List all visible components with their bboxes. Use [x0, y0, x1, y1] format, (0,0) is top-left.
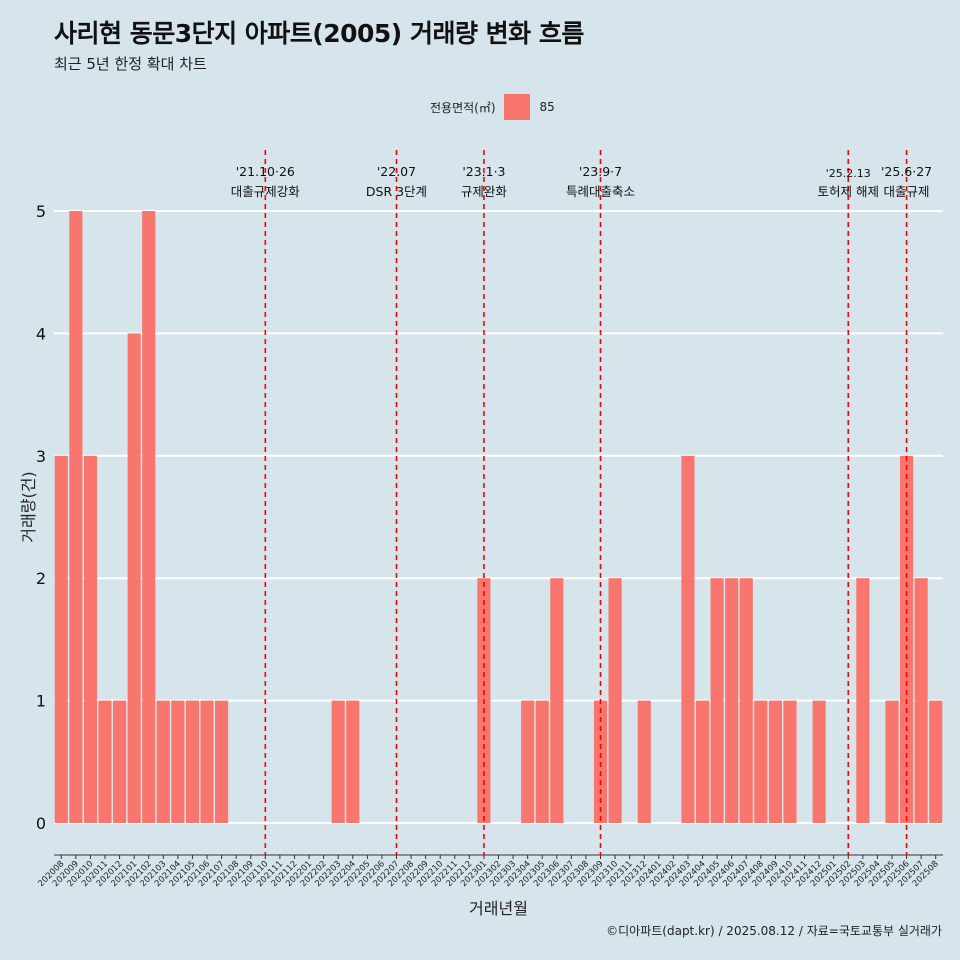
bar [695, 700, 710, 823]
bar [681, 455, 695, 823]
bar [856, 578, 870, 823]
y-tick-label: 1 [36, 692, 46, 711]
legend-title: 전용면적(㎡) [430, 100, 496, 115]
bar [885, 700, 899, 823]
bar [710, 578, 724, 823]
bar [171, 700, 185, 823]
bar [200, 700, 214, 823]
bar [98, 700, 112, 823]
y-tick-label: 4 [36, 324, 46, 343]
bar [54, 455, 68, 823]
bar [637, 700, 651, 823]
x-axis-title: 거래년월 [469, 899, 528, 918]
event-date-label: '22.07 [377, 164, 416, 179]
event-text-label: 대출규제강화 [231, 184, 301, 199]
source-caption: ©디아파트(dapt.kr) / 2025.08.12 / 자료=국토교통부 실… [606, 924, 942, 938]
event-text-label: DSR 3단계 [366, 184, 427, 199]
bar [812, 700, 826, 823]
bar [768, 700, 782, 823]
y-tick-label: 5 [36, 202, 46, 221]
event-date-label: '21.10·26 [236, 164, 295, 179]
bar [754, 700, 768, 823]
bar [185, 700, 200, 823]
bar [914, 578, 928, 823]
event-text-label: 규제완화 [461, 184, 508, 199]
bar [929, 700, 943, 823]
bar [783, 700, 797, 823]
bar [593, 700, 608, 823]
bar [156, 700, 170, 823]
event-text-label: 대출규제 [884, 184, 930, 199]
y-tick-label: 0 [36, 814, 46, 833]
bar [535, 700, 549, 823]
bar [346, 700, 360, 823]
bar [215, 700, 229, 823]
event-date-label: '25.2.13 [826, 167, 871, 180]
legend-label: 85 [539, 100, 555, 114]
bar [83, 455, 97, 823]
bar [127, 333, 141, 823]
bar [113, 700, 127, 823]
bar [331, 700, 345, 823]
legend-swatch [503, 94, 530, 120]
y-tick-label: 3 [36, 447, 46, 466]
event-date-label: '23.9·7 [579, 164, 622, 179]
bar [69, 211, 83, 823]
event-text-label: 토허제 해제 [818, 184, 879, 199]
legend: 전용면적(㎡) 85 [430, 94, 555, 120]
bar [608, 578, 622, 823]
bar [739, 578, 753, 823]
bar [550, 578, 564, 823]
bar [521, 700, 535, 823]
event-text-label: 특례대출축소 [566, 184, 635, 199]
y-tick-label: 2 [36, 569, 46, 588]
chart-title: 사리현 동문3단지 아파트(2005) 거래량 변화 흐름 [54, 19, 584, 48]
y-axis-title: 거래량(건) [19, 471, 38, 542]
bar [725, 578, 739, 823]
chart-subtitle: 최근 5년 한정 확대 차트 [54, 55, 207, 73]
bar [142, 211, 156, 823]
event-date-label: '25.6·27 [881, 164, 932, 179]
event-date-label: '23.1·3 [462, 164, 505, 179]
